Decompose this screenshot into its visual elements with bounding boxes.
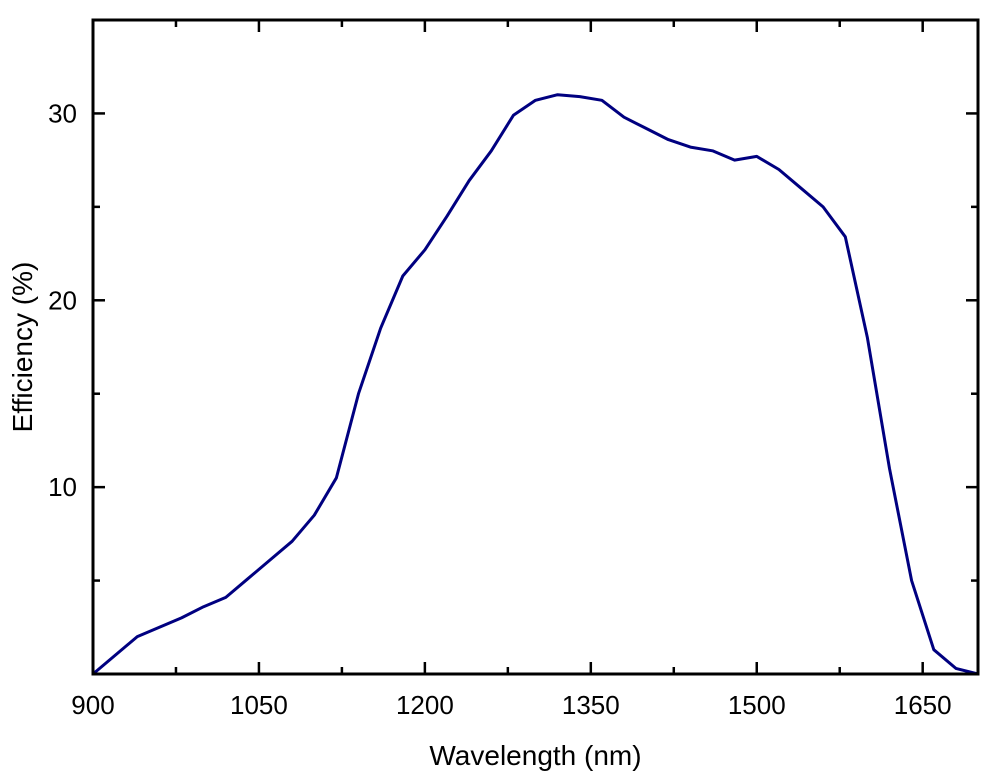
- plot-frame: [91, 18, 980, 676]
- y-tick-label: 10: [48, 472, 77, 502]
- y-axis-label: Efficiency (%): [7, 262, 38, 433]
- x-axis-label: Wavelength (nm): [429, 740, 641, 771]
- x-tick-label: 1650: [894, 690, 952, 720]
- efficiency-series-line: [92, 93, 979, 676]
- x-tick-label: 1350: [562, 690, 620, 720]
- x-tick-label: 1200: [396, 690, 454, 720]
- axis-ticks: [91, 20, 978, 674]
- y-tick-label: 20: [48, 285, 77, 315]
- y-tick-label: 30: [48, 98, 77, 128]
- x-tick-label: 900: [71, 690, 114, 720]
- x-tick-label: 1500: [728, 690, 786, 720]
- tick-labels: 900 1050 1200 1350 1500 1650 10 20 30: [48, 98, 952, 720]
- x-tick-label: 1050: [230, 690, 288, 720]
